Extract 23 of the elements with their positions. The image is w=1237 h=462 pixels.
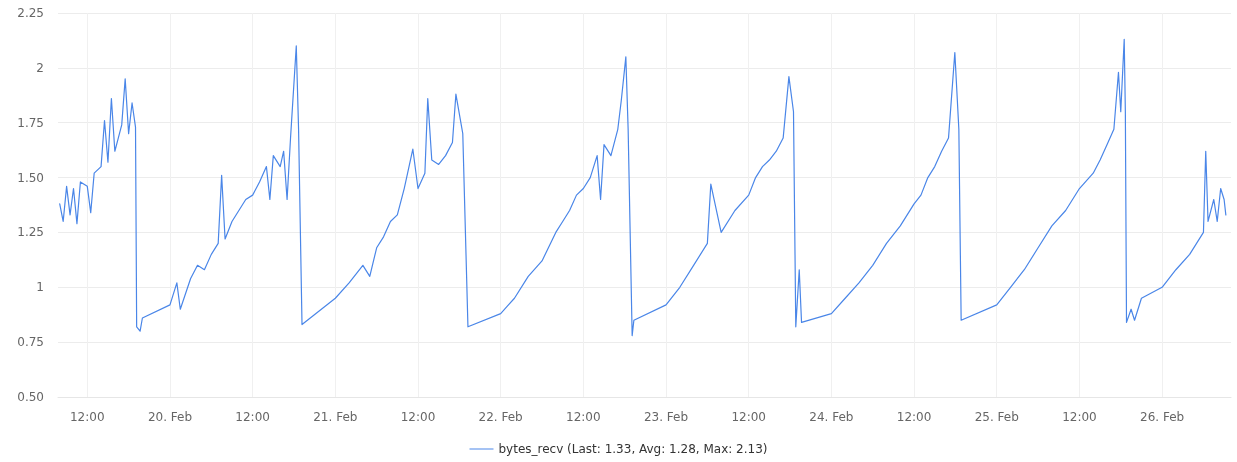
x-tick-label: 25. Feb: [974, 410, 1019, 424]
x-tick-label: 12:00: [69, 410, 105, 424]
y-tick-label: 1.75: [17, 115, 44, 130]
x-tick-label: 21. Feb: [313, 410, 358, 424]
y-tick-label: 1: [36, 280, 44, 295]
legend-label: bytes_recv (Last: 1.33, Avg: 1.28, Max: 2.13): [498, 442, 768, 456]
x-tick-label: 12:00: [235, 410, 270, 424]
x-tick-label: 24. Feb: [809, 410, 854, 424]
y-tick-label: 1.50: [17, 170, 44, 185]
x-tick-label: 22. Feb: [478, 410, 523, 424]
x-tick-label: 23. Feb: [643, 410, 689, 424]
y-tick-label: 2: [36, 60, 44, 75]
x-tick-label: 12:00: [896, 410, 932, 424]
x-tick-label: 12:00: [731, 410, 767, 424]
y-tick-label: 0.50: [17, 390, 44, 404]
x-tick-label: 20. Feb: [147, 410, 193, 424]
y-tick-label: 0.75: [17, 335, 44, 350]
x-tick-label: 12:00: [566, 410, 601, 424]
x-tick-label: 26. Feb: [1140, 410, 1185, 424]
y-tick-label: 2.25: [17, 6, 44, 20]
x-tick-label: 12:00: [1062, 410, 1097, 424]
x-tick-label: 12:00: [400, 410, 436, 424]
y-tick-label: 1.25: [17, 225, 44, 240]
